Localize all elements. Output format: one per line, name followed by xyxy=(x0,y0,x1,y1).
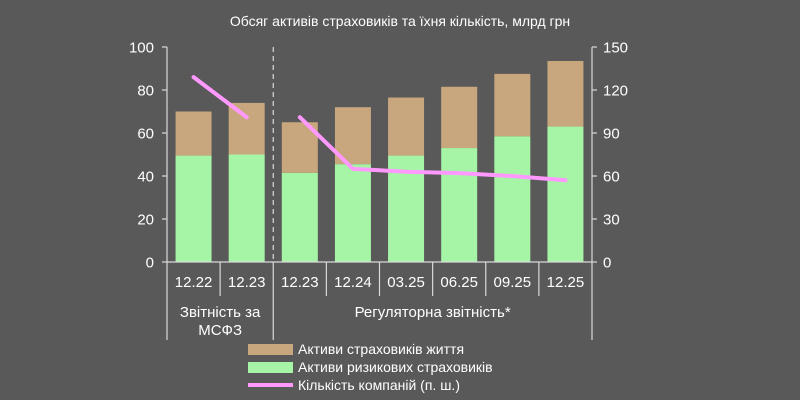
legend-swatch-1 xyxy=(248,362,293,373)
bar-life-6 xyxy=(494,73,531,137)
y-right-tick-label: 120 xyxy=(603,83,628,100)
group-label-0: Звітність за МСФЗ xyxy=(180,304,261,339)
y-left-tick-label: 60 xyxy=(137,126,154,143)
bar-life-5 xyxy=(441,86,478,149)
legend-swatch-0 xyxy=(248,344,293,355)
x-tick-label-5: 06.25 xyxy=(440,274,478,291)
bar-life-0 xyxy=(175,111,212,156)
bar-risk-7 xyxy=(547,126,584,262)
bar-risk-6 xyxy=(494,136,531,262)
y-right-tick-label: 30 xyxy=(603,212,620,229)
legend: Активи страховиків життя Активи ризикових… xyxy=(248,341,493,393)
x-tick-label-1: 12.23 xyxy=(228,274,266,291)
bar-risk-3 xyxy=(334,164,371,262)
legend-label-1: Активи ризикових страховиків xyxy=(298,359,493,375)
x-tick-label-4: 03.25 xyxy=(387,274,425,291)
x-tick-label-6: 09.25 xyxy=(494,274,532,291)
y-right-tick-label: 60 xyxy=(603,169,620,186)
y-right-tick-label: 150 xyxy=(603,40,628,57)
group-label-1: Регуляторна звітність* xyxy=(355,304,511,321)
bar-risk-5 xyxy=(441,148,478,262)
plot-area: 0 20 40 60 80 100 0 30 60 90 120 150 12.22 12.23 12.23… xyxy=(129,40,628,340)
legend-label-2: Кількість компаній (п. ш.) xyxy=(298,377,460,393)
y-right-tick-label: 0 xyxy=(603,255,611,272)
chart-title: Обсяг активів страховиків та їхня кількі… xyxy=(230,13,570,29)
bar-life-4 xyxy=(388,97,425,156)
companies-line-segment-0 xyxy=(191,75,249,120)
bar-life-1 xyxy=(228,102,265,155)
bar-life-7 xyxy=(547,60,584,127)
y-left-tick-label: 80 xyxy=(137,83,154,100)
companies-line-segment-1 xyxy=(297,115,568,183)
x-tick-label-0: 12.22 xyxy=(175,274,213,291)
y-left-tick-label: 20 xyxy=(137,212,154,229)
x-tick-label-3: 12.24 xyxy=(334,274,372,291)
legend-label-0: Активи страховиків життя xyxy=(298,341,464,357)
bar-risk-1 xyxy=(228,154,265,262)
bar-risk-2 xyxy=(281,172,318,262)
x-tick-label-2: 12.23 xyxy=(281,274,319,291)
bar-risk-0 xyxy=(175,155,212,262)
x-tick-label-7: 12.25 xyxy=(547,274,585,291)
y-left-tick-label: 0 xyxy=(146,255,154,272)
y-right-tick-label: 90 xyxy=(603,126,620,143)
y-left-tick-label: 40 xyxy=(137,169,154,186)
y-left-tick-label: 100 xyxy=(129,40,154,57)
